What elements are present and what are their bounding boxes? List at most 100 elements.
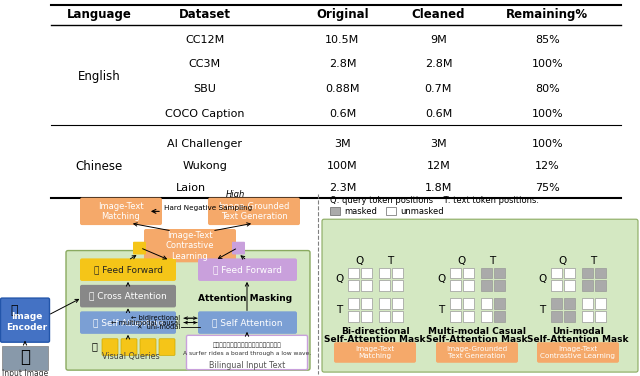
Bar [481,268,492,279]
Bar [493,311,504,321]
Bar [563,268,575,279]
Bar [481,298,492,309]
Bar [563,311,575,321]
Text: 🔥 Feed Forward: 🔥 Feed Forward [93,265,163,274]
Bar [463,280,474,291]
Bar [2,346,48,370]
FancyBboxPatch shape [80,258,176,281]
Text: SBU: SBU [193,84,216,94]
Text: 一位男冲浪者在一个小波浪上悠闲地冲浪。: 一位男冲浪者在一个小波浪上悠闲地冲浪。 [212,343,282,349]
Text: A surfer rides a board through a low wave.: A surfer rides a board through a low wav… [183,351,311,356]
Text: 🔥 Feed Forward: 🔥 Feed Forward [213,265,282,274]
Bar [386,208,396,215]
Bar [360,298,371,309]
Text: High: High [226,190,245,199]
Bar [360,311,371,321]
Text: Image-Text
Contrastive Learning: Image-Text Contrastive Learning [541,346,616,359]
Text: 1.8M: 1.8M [425,183,452,193]
FancyBboxPatch shape [144,229,236,262]
Text: ← multimodal causal: ← multimodal causal [111,320,180,326]
Bar [550,298,561,309]
Text: 2.8M: 2.8M [329,59,356,69]
Bar [582,280,593,291]
Bar [563,298,575,309]
Text: Hard Negative Sampling: Hard Negative Sampling [164,205,252,211]
Text: 🏄: 🏄 [20,349,30,366]
FancyBboxPatch shape [322,219,638,372]
Bar [392,311,403,321]
Bar [463,268,474,279]
Bar [481,280,492,291]
Text: 0.6M: 0.6M [425,109,452,118]
Bar [493,298,504,309]
FancyBboxPatch shape [186,335,307,370]
Text: Remaining%: Remaining% [506,8,588,21]
Bar [348,280,358,291]
FancyBboxPatch shape [1,298,49,342]
Bar [360,280,371,291]
Text: Q: Q [335,274,344,285]
Bar [493,268,504,279]
Text: Uni-modal: Uni-modal [552,327,604,336]
FancyBboxPatch shape [66,250,310,370]
Bar [463,311,474,321]
Text: T: T [590,256,596,266]
Text: 🔥 Cross Attention: 🔥 Cross Attention [89,292,167,301]
Text: Q: Q [538,274,547,285]
Bar [449,268,461,279]
Text: Q: query token positions    T: text token positions.: Q: query token positions T: text token p… [330,196,539,205]
Bar [595,268,605,279]
Text: 🔥 Self Attention: 🔥 Self Attention [93,318,163,327]
Text: 2.8M: 2.8M [425,59,452,69]
Text: Visual Queries: Visual Queries [102,352,160,361]
FancyBboxPatch shape [198,311,297,334]
Text: Cleaned: Cleaned [412,8,465,21]
Text: ✕  uni-modal: ✕ uni-modal [137,324,180,330]
Text: 100M: 100M [327,161,358,171]
Text: 12M: 12M [426,161,451,171]
Bar [449,311,461,321]
FancyBboxPatch shape [334,342,416,363]
Bar [392,280,403,291]
FancyBboxPatch shape [436,342,518,363]
Text: Chinese: Chinese [76,160,123,173]
Text: 12%: 12% [535,161,559,171]
Text: 100%: 100% [531,59,563,69]
Text: 10.5M: 10.5M [325,35,360,45]
Bar [449,280,461,291]
Text: Language: Language [67,8,132,21]
Text: CC3M: CC3M [189,59,221,69]
Text: 3M: 3M [334,139,351,150]
Bar [378,298,390,309]
Bar [563,280,575,291]
FancyBboxPatch shape [159,339,175,355]
Bar [550,311,561,321]
Text: 0.7M: 0.7M [425,84,452,94]
Text: Image-Grounded
Text Generation: Image-Grounded Text Generation [446,346,508,359]
Text: English: English [78,70,120,83]
Text: 100%: 100% [531,139,563,150]
Bar [378,280,390,291]
Bar [493,280,504,291]
FancyBboxPatch shape [198,258,297,281]
Text: T: T [387,256,394,266]
Bar [463,298,474,309]
Bar [595,280,605,291]
Bar [392,268,403,279]
Text: 100%: 100% [531,109,563,118]
Text: COCO Caption: COCO Caption [165,109,244,118]
FancyBboxPatch shape [121,339,137,355]
Bar [360,268,371,279]
Bar [378,268,390,279]
FancyBboxPatch shape [232,242,245,255]
Bar [582,268,593,279]
Text: 75%: 75% [535,183,559,193]
Bar [582,311,593,321]
Text: Original: Original [316,8,369,21]
Text: AI Challenger: AI Challenger [167,139,243,150]
Text: T: T [337,305,342,315]
Text: Multi-modal Casual: Multi-modal Casual [428,327,526,336]
Bar [330,208,340,215]
Text: CC12M: CC12M [185,35,225,45]
Text: 85%: 85% [535,35,559,45]
